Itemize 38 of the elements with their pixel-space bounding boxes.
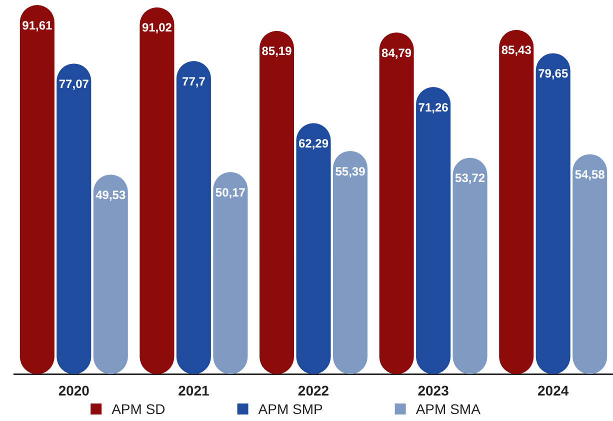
data-label: 49,53	[96, 188, 126, 202]
data-label: 91,02	[142, 20, 172, 35]
bar	[176, 61, 211, 374]
bar	[140, 7, 174, 374]
bar	[572, 154, 608, 374]
data-label: 50,17	[215, 185, 246, 200]
x-tick-label: 2021	[178, 382, 210, 398]
data-label: 79,65	[538, 66, 568, 81]
bar	[213, 172, 248, 374]
data-label: 91,61	[22, 18, 52, 32]
legend-label: APM SMP	[258, 400, 323, 417]
bar	[20, 5, 54, 374]
bar	[259, 30, 294, 374]
bar	[536, 53, 570, 374]
x-tick-label: 2024	[538, 382, 569, 398]
bar	[93, 174, 128, 374]
data-label: 84,79	[382, 46, 412, 60]
bar	[452, 158, 488, 374]
data-label: 85,19	[262, 44, 292, 58]
x-tick-label: 2022	[298, 382, 330, 398]
data-label: 77,7	[182, 74, 206, 88]
data-label: 85,43	[501, 43, 532, 58]
bar	[296, 123, 331, 374]
data-label: 55,39	[335, 164, 366, 178]
bar	[416, 87, 451, 374]
bar	[379, 32, 414, 374]
data-label: 71,26	[418, 100, 449, 114]
legend-label: APM SD	[112, 400, 166, 417]
x-tick-label: 2023	[418, 382, 450, 398]
data-label: 53,72	[455, 171, 486, 186]
data-label: 77,07	[58, 76, 90, 91]
bar	[56, 64, 92, 374]
data-label: 62,29	[298, 136, 329, 150]
legend-label: APM SMA	[416, 400, 482, 417]
x-tick-label: 2020	[58, 382, 90, 398]
bar	[332, 150, 368, 374]
bar	[499, 30, 534, 374]
data-label: 54,58	[574, 168, 606, 182]
